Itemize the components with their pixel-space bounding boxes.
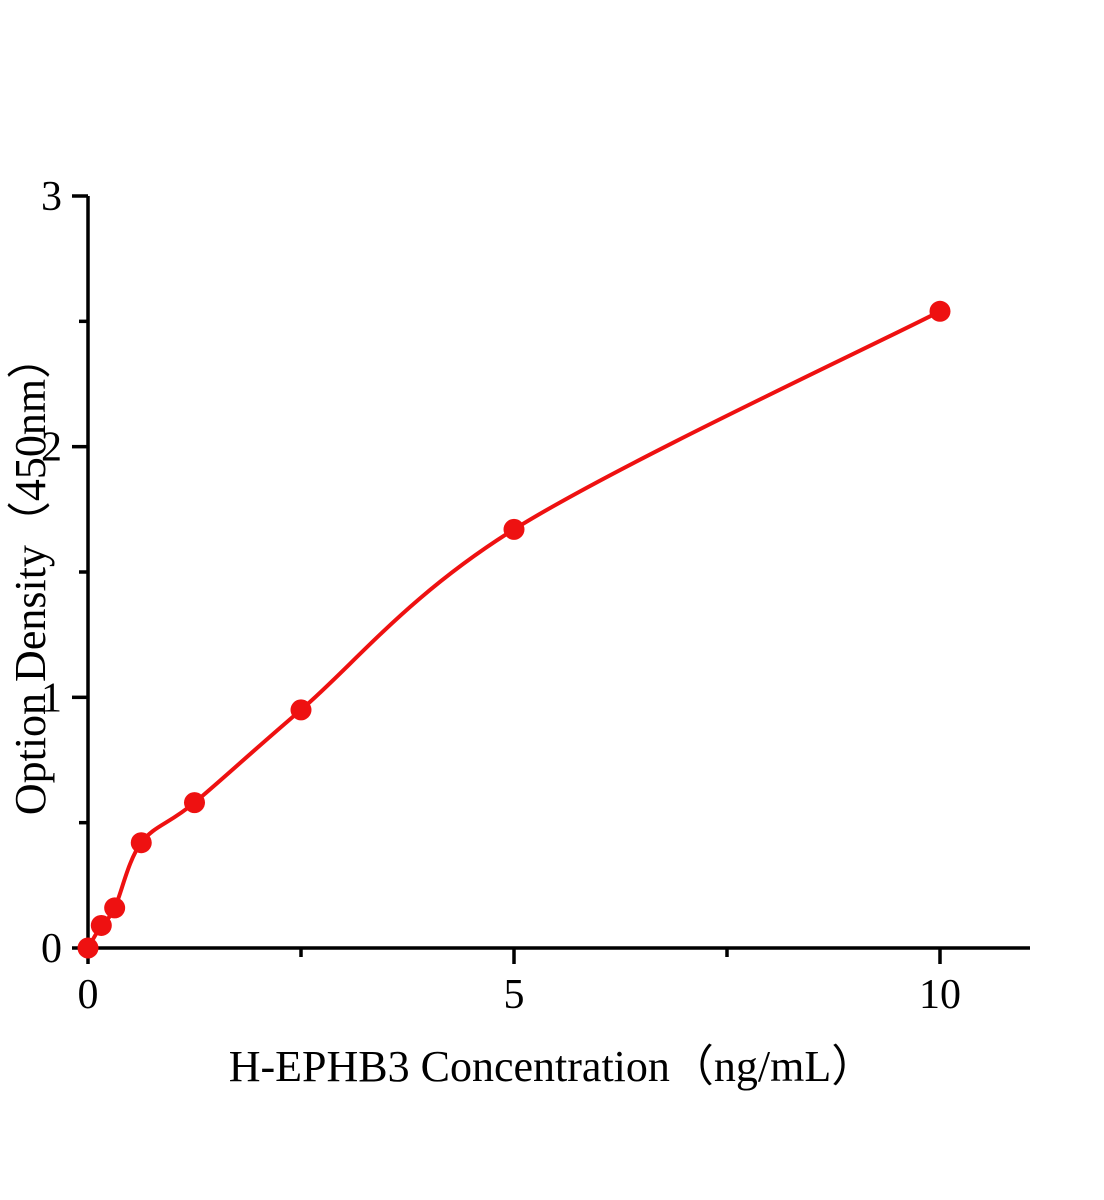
data-point [290,699,312,721]
x-axis-title: H-EPHB3 Concentration（ng/mL） [228,1042,876,1091]
x-tick-label: 0 [78,972,99,1018]
data-point [130,832,152,854]
y-tick-label: 3 [41,174,62,220]
data-point [929,300,951,322]
data-point [184,792,205,814]
data-point [104,897,126,919]
data-point [503,518,525,540]
x-tick-label: 5 [504,972,525,1018]
y-tick-label: 0 [41,926,62,972]
data-point [90,914,112,936]
fit-curve [86,309,942,950]
x-tick-label: 10 [919,972,961,1018]
y-tick-label: 1 [41,675,62,721]
y-tick-label: 2 [41,425,62,471]
y-axis-title: Option Density（450nm） [6,334,55,816]
data-point [77,937,99,959]
